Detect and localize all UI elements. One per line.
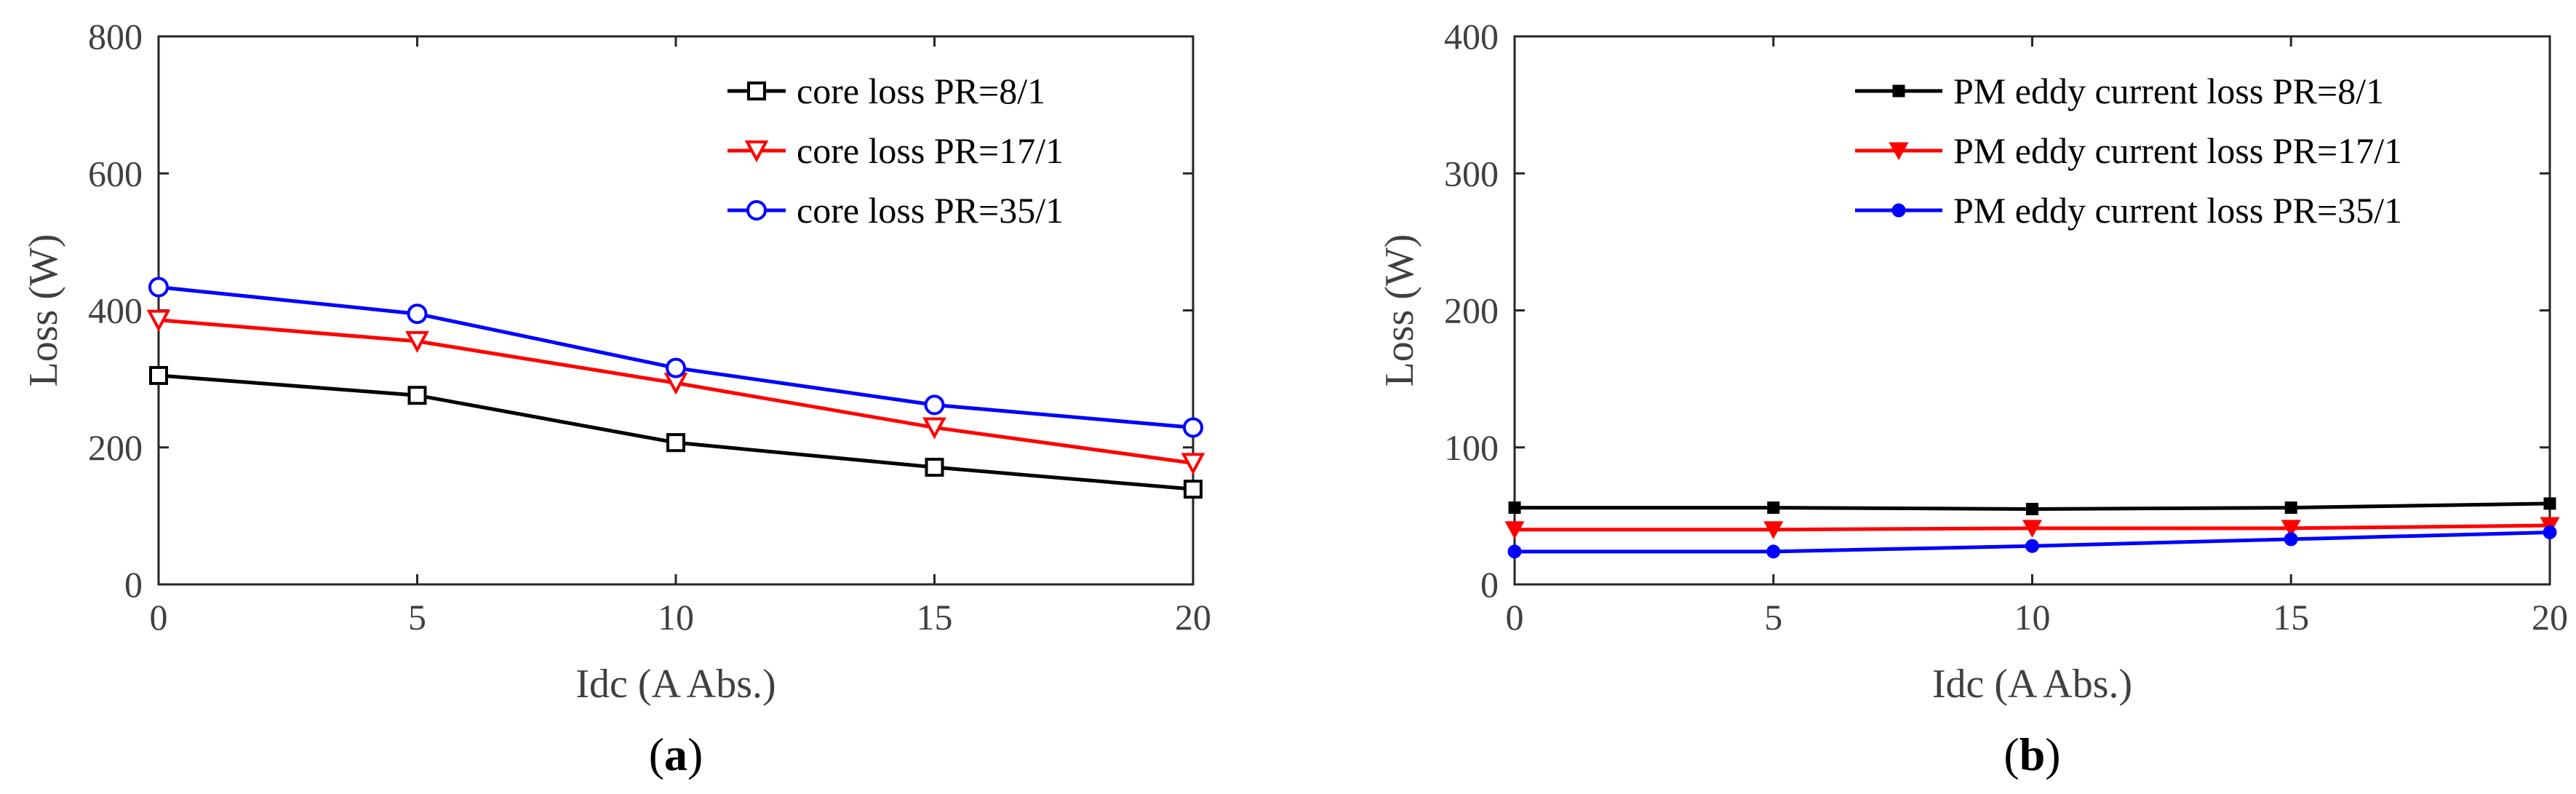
data-point — [2284, 501, 2297, 515]
x-tick-label: 0 — [1506, 597, 1524, 638]
x-tick-label: 5 — [408, 597, 426, 638]
plot-area-frame — [157, 35, 1195, 586]
y-tick-label: 200 — [1444, 290, 1499, 331]
y-tick-label: 400 — [88, 290, 143, 331]
x-tick-label: 15 — [2273, 597, 2309, 638]
data-point — [1766, 544, 1781, 559]
series-line — [158, 285, 1194, 429]
y-tick-label: 400 — [1444, 16, 1499, 57]
data-point — [1181, 453, 1205, 475]
data-point — [1504, 521, 1525, 539]
data-point — [407, 303, 428, 325]
legend-marker — [747, 82, 766, 100]
x-tick-label: 5 — [1764, 597, 1782, 638]
y-tick-label: 100 — [1444, 427, 1499, 468]
legend-label: PM eddy current loss PR=17/1 — [1953, 130, 2402, 171]
data-point — [2281, 520, 2301, 538]
data-point — [1507, 544, 1522, 559]
y-tick-label: 600 — [88, 153, 143, 194]
data-point — [924, 394, 945, 416]
x-tick-label: 20 — [2532, 597, 2568, 638]
y-tick-label: 0 — [124, 564, 143, 605]
data-point — [405, 330, 429, 354]
data-point — [925, 458, 944, 477]
y-axis-label: Loss (W) — [1377, 234, 1422, 387]
x-tick-label: 15 — [917, 597, 953, 638]
data-point — [922, 417, 946, 440]
x-tick-label: 20 — [1175, 597, 1211, 638]
y-axis-label: Loss (W) — [21, 234, 66, 387]
data-point — [1508, 501, 1521, 515]
x-tick-label: 0 — [150, 597, 168, 638]
data-point — [1183, 417, 1203, 438]
y-tick-label: 800 — [88, 16, 143, 57]
data-point — [149, 365, 168, 385]
legend-label: core loss PR=17/1 — [797, 130, 1064, 171]
data-point — [666, 433, 685, 453]
legend-marker — [744, 140, 769, 163]
data-point — [2022, 520, 2043, 538]
legend-label: core loss PR=35/1 — [797, 190, 1064, 231]
x-tick-label: 10 — [2014, 597, 2051, 638]
x-axis-label: Idc (A Abs.) — [575, 662, 775, 707]
legend-marker — [1889, 142, 1909, 161]
data-point — [1763, 521, 1784, 539]
plot-area-frame — [1513, 35, 2551, 586]
legend-label: core loss PR=8/1 — [797, 71, 1045, 111]
data-point — [1184, 480, 1203, 499]
data-point — [2026, 502, 2038, 515]
legend-marker — [1891, 203, 1906, 218]
data-point — [148, 277, 169, 298]
data-point — [407, 386, 427, 405]
data-point — [2025, 539, 2039, 553]
data-point — [666, 357, 686, 378]
y-tick-label: 200 — [88, 427, 143, 468]
x-tick-label: 10 — [658, 597, 694, 638]
panel-label: (b) — [2003, 729, 2060, 780]
y-tick-label: 300 — [1444, 153, 1499, 194]
data-point — [1767, 501, 1780, 515]
legend-label: PM eddy current loss PR=35/1 — [1953, 190, 2402, 231]
panel-label: (a) — [649, 729, 703, 780]
x-axis-label: Idc (A Abs.) — [1932, 662, 2132, 707]
data-point — [146, 309, 171, 332]
legend-marker — [1892, 84, 1905, 98]
legend-label: PM eddy current loss PR=8/1 — [1953, 71, 2384, 111]
y-tick-label: 0 — [1480, 564, 1499, 605]
data-point — [2543, 497, 2556, 510]
data-point — [2284, 532, 2298, 547]
legend-marker — [746, 200, 767, 221]
data-point — [2543, 525, 2557, 539]
